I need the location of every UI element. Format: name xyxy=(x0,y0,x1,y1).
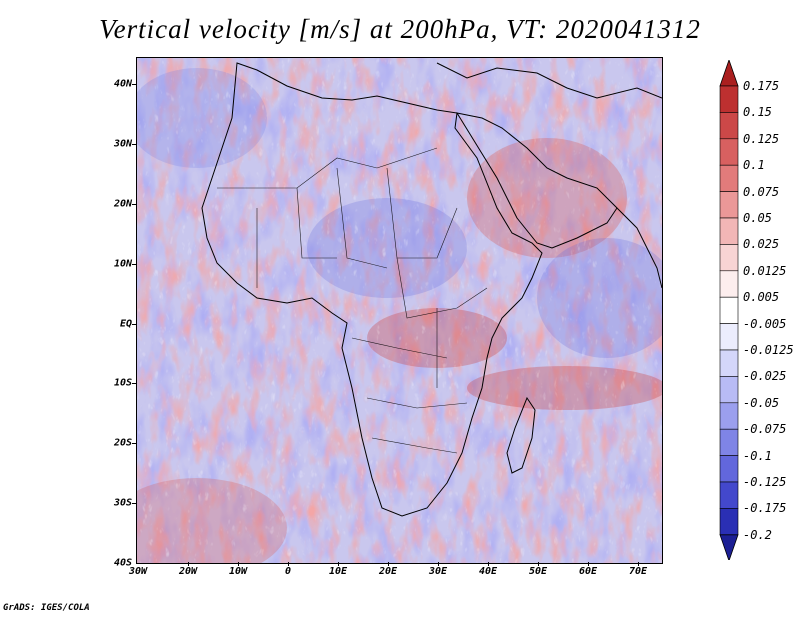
colorbar-swatch xyxy=(719,455,739,483)
colorbar-label: -0.0125 xyxy=(743,343,794,357)
coastline-eurasia xyxy=(436,62,662,99)
lon-tick xyxy=(338,562,339,566)
colorbar-swatch xyxy=(719,85,739,113)
colorbar-label: -0.025 xyxy=(743,369,787,384)
lat-label-30s: 30S xyxy=(113,497,132,509)
lon-label-30w: 30W xyxy=(128,566,148,577)
colorbar-label: -0.005 xyxy=(743,316,787,331)
coastline-madagascar xyxy=(506,396,536,474)
velocity-field-map xyxy=(137,58,662,563)
lat-label-eq: EQ xyxy=(119,318,132,330)
lat-tick xyxy=(132,144,136,145)
colorbar-swatch xyxy=(719,402,739,430)
lat-tick xyxy=(132,264,136,265)
grads-credit: GrADS: IGES/COLA xyxy=(3,603,90,613)
colorbar-swatch xyxy=(719,138,739,166)
lat-label-30n: 30N xyxy=(113,138,132,150)
lat-tick xyxy=(132,443,136,444)
coastline-india xyxy=(616,207,662,289)
colorbar-label: -0.125 xyxy=(743,475,787,489)
lat-label-10s: 10S xyxy=(113,377,132,389)
colorbar-label: -0.05 xyxy=(743,395,780,410)
colorbar-swatch xyxy=(719,376,739,404)
lon-tick xyxy=(438,562,439,566)
lon-tick xyxy=(288,562,289,566)
lat-tick xyxy=(132,84,136,85)
colorbar-swatch xyxy=(719,508,739,536)
lon-label-20w: 20W xyxy=(178,566,198,577)
lon-label-20e: 20E xyxy=(378,566,398,577)
lat-tick xyxy=(132,204,136,205)
lon-tick xyxy=(388,562,389,566)
lon-tick xyxy=(188,562,189,566)
lon-label-40e: 40E xyxy=(478,566,498,577)
lon-label-70e: 70E xyxy=(628,566,648,577)
colorbar-swatch xyxy=(719,244,739,272)
colorbar-label: 0.0125 xyxy=(743,263,787,278)
lon-label-50e: 50E xyxy=(528,566,548,577)
lat-tick xyxy=(132,503,136,504)
colorbar-swatch xyxy=(719,270,739,298)
colorbar-label: 0.005 xyxy=(743,290,780,305)
colorbar-label: 0.075 xyxy=(743,184,780,199)
lon-label-30e: 30E xyxy=(428,566,448,577)
colorbar-swatch xyxy=(719,481,739,509)
colorbar xyxy=(719,60,739,560)
colorbar-swatch xyxy=(719,296,739,324)
lat-tick xyxy=(132,324,136,325)
colorbar-swatch xyxy=(719,191,739,219)
lon-tick xyxy=(588,562,589,566)
colorbar-swatch xyxy=(719,428,739,456)
lon-tick xyxy=(638,562,639,566)
colorbar-label: 0.175 xyxy=(743,79,780,93)
colorbar-label: 0.025 xyxy=(743,237,780,252)
colorbar-label: 0.15 xyxy=(743,105,772,120)
colorbar-swatch xyxy=(719,112,739,140)
colorbar-label: -0.2 xyxy=(743,527,772,542)
lat-label-40s: 40S xyxy=(113,557,132,569)
coastline-africa xyxy=(201,62,662,517)
country-borders xyxy=(217,147,488,454)
lat-label-10n: 10N xyxy=(113,258,132,270)
map-plot-area xyxy=(136,57,663,564)
lat-label-40n: 40N xyxy=(113,78,132,90)
colorbar-label: -0.075 xyxy=(743,422,787,437)
lon-tick xyxy=(538,562,539,566)
lon-tick xyxy=(238,562,239,566)
colorbar-label: -0.1 xyxy=(743,448,772,463)
lon-label-10w: 10W xyxy=(228,566,248,577)
lon-label-60e: 60E xyxy=(578,566,598,577)
lon-tick xyxy=(488,562,489,566)
colorbar-swatch xyxy=(719,323,739,351)
colorbar-swatch xyxy=(719,164,739,192)
colorbar-arrow-bottom xyxy=(719,534,739,560)
colorbar-swatch xyxy=(719,349,739,377)
lon-label-10e: 10E xyxy=(328,566,348,577)
colorbar-arrow-top xyxy=(719,60,739,87)
lat-tick xyxy=(132,383,136,384)
colorbar-label: 0.05 xyxy=(743,211,772,225)
colorbar-label: -0.175 xyxy=(743,501,787,516)
lat-label-20n: 20N xyxy=(113,198,132,210)
lat-label-20s: 20S xyxy=(113,437,132,449)
lon-label-0: 0 xyxy=(284,566,292,577)
colorbar-label: 0.125 xyxy=(743,131,780,146)
colorbar-label: 0.1 xyxy=(743,158,765,173)
map-title: Vertical velocity [m/s] at 200hPa, VT: 2… xyxy=(99,14,701,44)
colorbar-swatch xyxy=(719,217,739,245)
